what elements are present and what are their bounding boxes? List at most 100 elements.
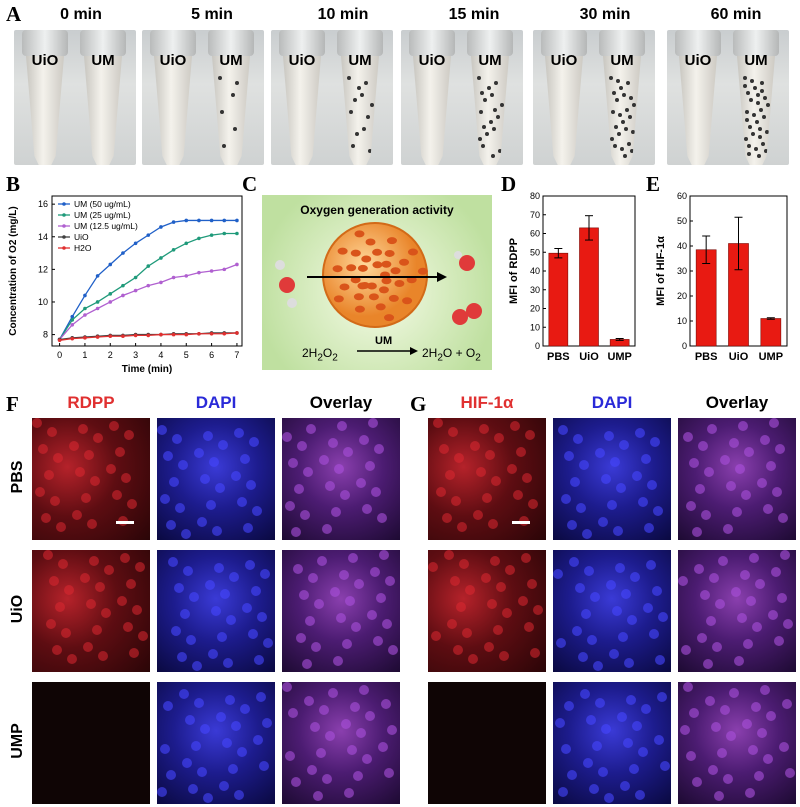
y-tick-label: 40 — [677, 241, 687, 251]
data-point — [108, 262, 113, 267]
data-point — [83, 336, 87, 340]
time-label: 5 min — [191, 6, 233, 23]
y-tick-label: 0 — [535, 341, 540, 351]
y-axis-label: Concentration of O2 (mg/L) — [8, 206, 19, 335]
category-label: UMP — [759, 351, 783, 363]
data-point — [197, 236, 201, 241]
header-rdpp: RDPP — [67, 393, 115, 412]
series-line — [59, 263, 238, 340]
data-point — [209, 233, 214, 237]
data-point — [184, 274, 189, 278]
panel-label-f: F — [6, 392, 19, 416]
data-point — [95, 335, 100, 339]
tube: UiO — [150, 30, 196, 165]
time-label: 15 min — [448, 6, 500, 23]
panel-label-g: G — [410, 392, 427, 416]
tube-photo: UiO UM — [667, 30, 789, 165]
tube-photo: UiO UM — [533, 30, 655, 165]
bar — [760, 318, 782, 347]
tube: UM — [337, 30, 383, 165]
tube-photo: UiO UM — [142, 30, 264, 165]
data-point — [159, 256, 163, 260]
y-axis-label: MFI of RDPP — [508, 238, 520, 304]
tube-photo: UiO UM — [401, 30, 523, 165]
tube-photo: UiO UM — [14, 30, 136, 165]
scale-bar — [116, 521, 134, 524]
micrograph — [678, 418, 796, 540]
micrograph — [428, 682, 546, 804]
data-point — [133, 333, 138, 338]
y-tick-label: 8 — [43, 330, 48, 340]
micrograph — [32, 682, 150, 804]
data-point — [159, 332, 163, 337]
tube-label: UiO — [418, 52, 446, 69]
header-overlay: Overlay — [309, 393, 373, 412]
micrograph — [157, 418, 275, 540]
tube-label: UM — [744, 52, 768, 69]
y-tick-label: 60 — [530, 229, 540, 239]
time-label: 60 min — [710, 6, 762, 23]
legend-label: UM (50 ug/mL) — [74, 199, 131, 209]
row-label-ump: UMP — [9, 723, 26, 759]
data-point — [184, 218, 189, 223]
micrograph — [157, 550, 275, 672]
legend-marker — [62, 202, 66, 206]
data-point — [235, 262, 239, 267]
data-point — [57, 338, 62, 343]
data-point — [108, 334, 113, 339]
data-point — [197, 331, 201, 336]
data-point — [184, 332, 189, 337]
tube-label: UM — [91, 52, 115, 69]
panel-label-e: E — [646, 172, 661, 196]
y-tick-label: 20 — [530, 304, 540, 314]
y-tick-label: 30 — [677, 266, 687, 276]
data-point — [70, 318, 75, 322]
hif-bar-chart: 0 10 20 30 40 50 60 MFI of HIF-1α PBS UiO UMP — [655, 191, 788, 363]
tube-label: UM — [348, 52, 372, 69]
micrograph — [282, 418, 400, 540]
data-point — [133, 275, 138, 280]
micrograph — [32, 550, 150, 672]
data-point — [70, 323, 75, 327]
data-point — [95, 306, 100, 311]
data-point — [83, 306, 87, 311]
legend-label: H2O — [74, 243, 92, 253]
tube: UM — [467, 30, 513, 165]
bar — [579, 227, 599, 347]
oxygen-schematic: Oxygen generation activity UM 2H2O2 2H2O… — [262, 195, 492, 370]
data-point — [146, 264, 151, 268]
tube: UiO — [675, 30, 721, 165]
time-label: 30 min — [579, 6, 631, 23]
data-point — [235, 331, 239, 335]
data-point — [171, 248, 176, 252]
tube: UM — [80, 30, 126, 165]
tube: UiO — [541, 30, 587, 165]
data-point — [171, 220, 176, 224]
data-point — [95, 300, 100, 304]
tube-label: UM — [219, 52, 243, 69]
data-point — [171, 332, 176, 337]
y-tick-label: 12 — [38, 264, 48, 274]
x-tick-label: 5 — [184, 350, 189, 360]
oxygen-molecule-icon — [454, 251, 475, 271]
plot-frame — [51, 195, 243, 347]
data-point — [83, 313, 87, 317]
tube-label: UiO — [31, 52, 59, 69]
data-point — [121, 251, 125, 255]
data-point — [209, 331, 214, 336]
data-point — [209, 218, 214, 223]
x-tick-label: 3 — [133, 350, 138, 360]
micrograph — [678, 550, 796, 672]
rdpp-bar-chart: 0 10 20 30 40 50 60 70 80 MFI of RDPP PBS UiO UMP — [508, 191, 636, 363]
micrograph — [553, 550, 671, 672]
y-tick-label: 0 — [682, 341, 687, 351]
y-tick-label: 80 — [530, 191, 540, 201]
micrograph — [428, 550, 546, 672]
category-label: PBS — [547, 351, 570, 363]
catalyst-label: UM — [375, 335, 393, 347]
row-label-pbs: PBS — [9, 460, 26, 494]
data-point — [133, 241, 138, 246]
data-point — [197, 218, 201, 223]
data-point — [222, 218, 227, 223]
tube-label: UM — [610, 52, 634, 69]
